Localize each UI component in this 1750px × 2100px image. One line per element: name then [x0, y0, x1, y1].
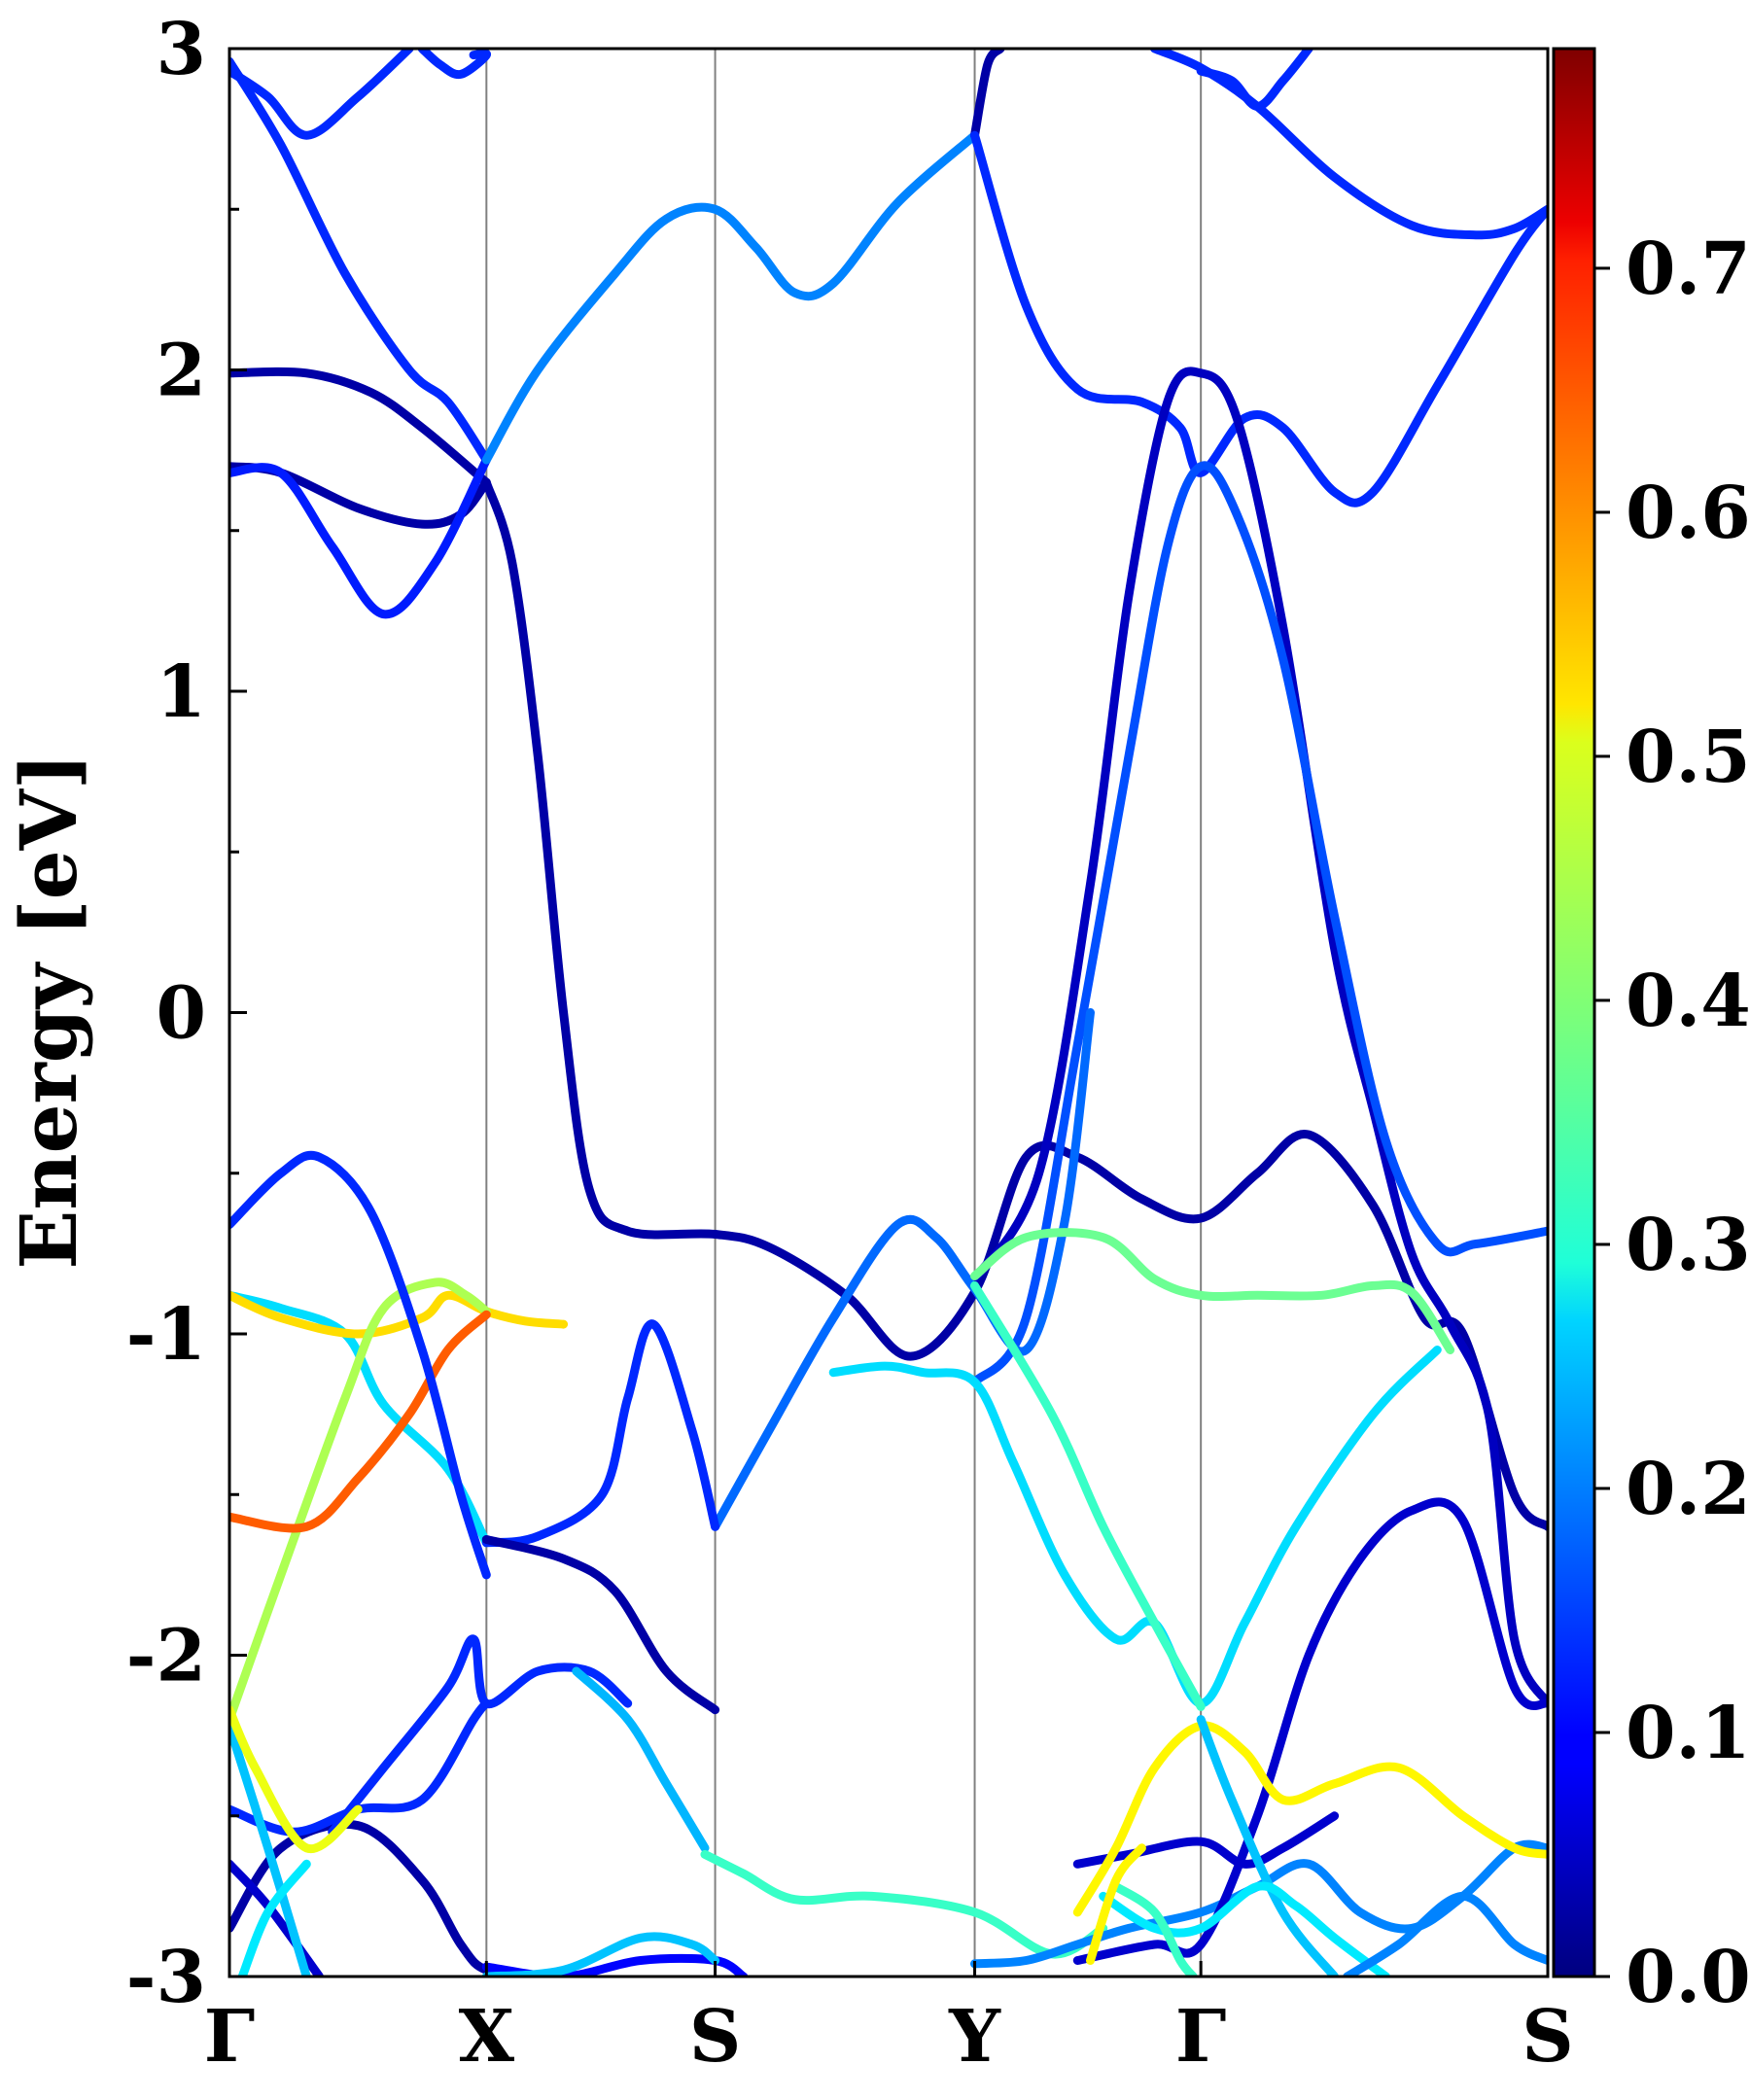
band-line-36 [481, 1932, 720, 1977]
band-line-7 [481, 130, 979, 465]
colorbar-tick-label: 0.5 [1626, 716, 1750, 799]
band-line-25 [481, 1535, 720, 1715]
colorbar-ticks: 0.0 0.1 0.2 0.3 0.4 0.5 0.6 0.7 [1594, 228, 1750, 2019]
colorbar-tick-label: 0.0 [1626, 1936, 1750, 2019]
band-line-17 [970, 1228, 1455, 1354]
x-tick-label: Y [948, 1995, 1001, 2079]
band-line-6 [229, 455, 491, 619]
band-line-2 [417, 49, 491, 80]
band-line-13 [970, 367, 1548, 1708]
band-lines [229, 49, 1548, 1977]
colorbar-gradient [1552, 47, 1596, 1978]
band-line-45 [1086, 1843, 1146, 1965]
band-line-38 [1072, 1811, 1340, 1869]
colorbar-tick-label: 0.6 [1626, 472, 1750, 555]
y-axis-label: Energy [eV] [3, 752, 94, 1269]
colorbar-tick-label: 0.7 [1626, 228, 1750, 311]
band-line-5 [229, 462, 491, 529]
band-line-1 [229, 49, 414, 140]
y-axis: 3 2 1 0 -1 -2 -3 [126, 8, 247, 2019]
x-tick-label: S [1522, 1995, 1573, 2079]
band-line-12 [1150, 49, 1548, 240]
band-line-41 [1196, 1715, 1340, 1977]
band-line-23 [229, 1150, 491, 1580]
x-tick-label: Γ [204, 1995, 256, 2079]
y-tick-label: -3 [126, 1936, 206, 2019]
y-tick-label: 0 [157, 972, 207, 1056]
band-line-4 [229, 367, 491, 487]
band-line-29 [572, 1666, 710, 1853]
colorbar-tick-label: 0.1 [1626, 1692, 1750, 1775]
band-line-34 [237, 1859, 311, 1977]
colorbar: 0.0 0.1 0.2 0.3 0.4 0.5 0.6 0.7 [1552, 47, 1750, 2019]
band-line-3 [229, 56, 491, 465]
y-tick-label: 3 [157, 8, 207, 91]
y-tick-label: 2 [157, 330, 207, 413]
colorbar-tick-label: 0.2 [1626, 1448, 1750, 1531]
band-line-44 [1343, 1891, 1548, 1977]
band-line-32 [229, 1721, 311, 1977]
band-line-39 [1072, 1497, 1548, 1965]
band-line-43 [1111, 1882, 1198, 1977]
colorbar-tick-label: 0.4 [1626, 960, 1750, 1043]
x-tick-label: X [459, 1995, 515, 2079]
band-line-24 [481, 1319, 720, 1548]
band-line-40 [1072, 1721, 1548, 1917]
colorbar-tick-label: 0.3 [1626, 1204, 1750, 1287]
band-line-33 [229, 1705, 363, 1854]
band-line-16 [828, 1346, 1442, 1708]
x-tick-label: S [689, 1995, 741, 2079]
band-line-22 [229, 1310, 491, 1533]
band-line-30 [700, 1849, 1108, 1959]
band-line-9 [970, 49, 1005, 140]
band-line-20 [229, 1290, 569, 1339]
y-tick-label: -2 [126, 1615, 206, 1698]
band-line-21 [229, 1278, 491, 1725]
band-line-10 [970, 130, 1548, 508]
band-line-15 [711, 1008, 1095, 1531]
band-line-14 [970, 461, 1548, 1387]
y-tick-label: 1 [157, 650, 207, 734]
band-line-8 [481, 477, 1548, 1531]
y-tick-label: -1 [126, 1293, 206, 1377]
band-line-42 [1099, 1881, 1390, 1977]
band-line-18 [970, 1280, 1206, 1711]
band-line-28 [328, 1634, 633, 1837]
x-tick-label: Γ [1175, 1995, 1227, 2079]
